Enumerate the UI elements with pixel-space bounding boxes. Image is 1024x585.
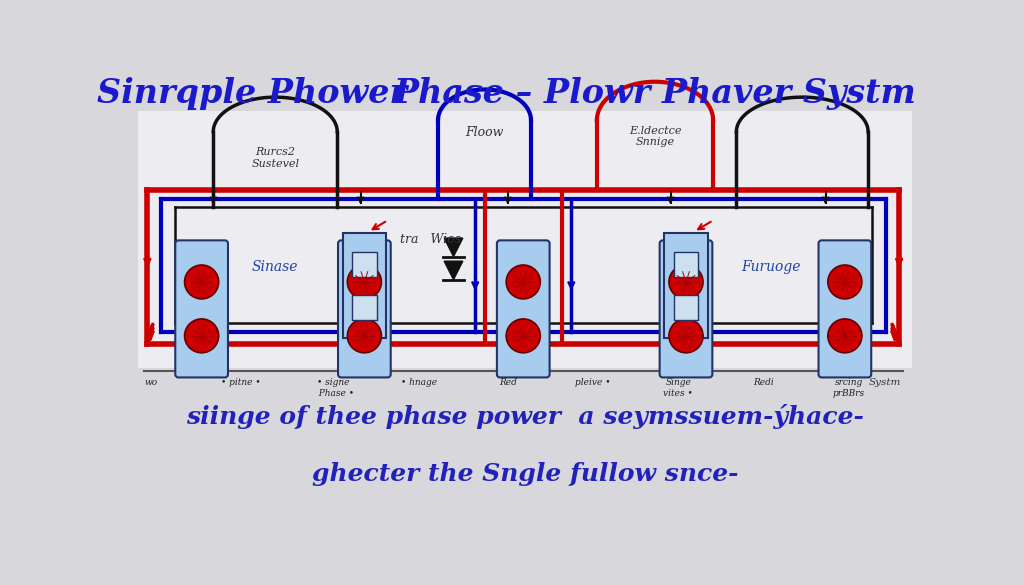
Text: • hnage: • hnage	[400, 378, 436, 387]
Text: Rurcs2
Sustevel: Rurcs2 Sustevel	[251, 147, 299, 169]
Text: srcing
prBBrs: srcing prBBrs	[833, 378, 865, 398]
Circle shape	[506, 319, 541, 353]
Text: Phase – Plowr Phaver Systm: Phase – Plowr Phaver Systm	[393, 77, 916, 110]
FancyBboxPatch shape	[674, 295, 698, 319]
Circle shape	[827, 319, 862, 353]
Circle shape	[827, 265, 862, 299]
FancyBboxPatch shape	[352, 295, 377, 319]
Circle shape	[347, 319, 381, 353]
Circle shape	[347, 265, 381, 299]
Circle shape	[184, 265, 219, 299]
Circle shape	[669, 319, 703, 353]
Text: Sinase: Sinase	[252, 260, 299, 274]
Text: Red: Red	[499, 378, 517, 387]
FancyBboxPatch shape	[338, 240, 391, 377]
Text: tra   Wios: tra Wios	[399, 233, 461, 246]
Polygon shape	[444, 238, 463, 257]
Polygon shape	[444, 261, 463, 280]
FancyBboxPatch shape	[659, 240, 713, 377]
Text: • pitne •: • pitne •	[220, 378, 260, 387]
Circle shape	[184, 319, 219, 353]
Text: wo: wo	[144, 378, 158, 387]
FancyBboxPatch shape	[818, 240, 871, 377]
Text: • signe
  Phase •: • signe Phase •	[313, 378, 354, 398]
Text: ghecter the Sngle fullow snce-: ghecter the Sngle fullow snce-	[311, 463, 738, 487]
Text: Singe
vites •: Singe vites •	[664, 378, 693, 398]
Text: pleive •: pleive •	[575, 378, 610, 387]
Text: E.ldectce
Snnige: E.ldectce Snnige	[629, 126, 681, 147]
FancyBboxPatch shape	[138, 111, 911, 368]
FancyBboxPatch shape	[352, 252, 377, 277]
FancyBboxPatch shape	[665, 233, 708, 338]
FancyBboxPatch shape	[175, 240, 228, 377]
Circle shape	[506, 265, 541, 299]
Text: Floow: Floow	[465, 126, 504, 139]
Circle shape	[669, 265, 703, 299]
Text: Systm: Systm	[869, 378, 901, 387]
FancyBboxPatch shape	[343, 233, 386, 338]
FancyBboxPatch shape	[674, 252, 698, 277]
Text: Redi: Redi	[753, 378, 774, 387]
Text: siinge of thee phase power  a seymssuem-ýhace-: siinge of thee phase power a seymssuem-ý…	[186, 404, 863, 429]
Text: Sinrqple Phower: Sinrqple Phower	[97, 77, 408, 110]
Text: Furuoge: Furuoge	[741, 260, 801, 274]
FancyBboxPatch shape	[497, 240, 550, 377]
